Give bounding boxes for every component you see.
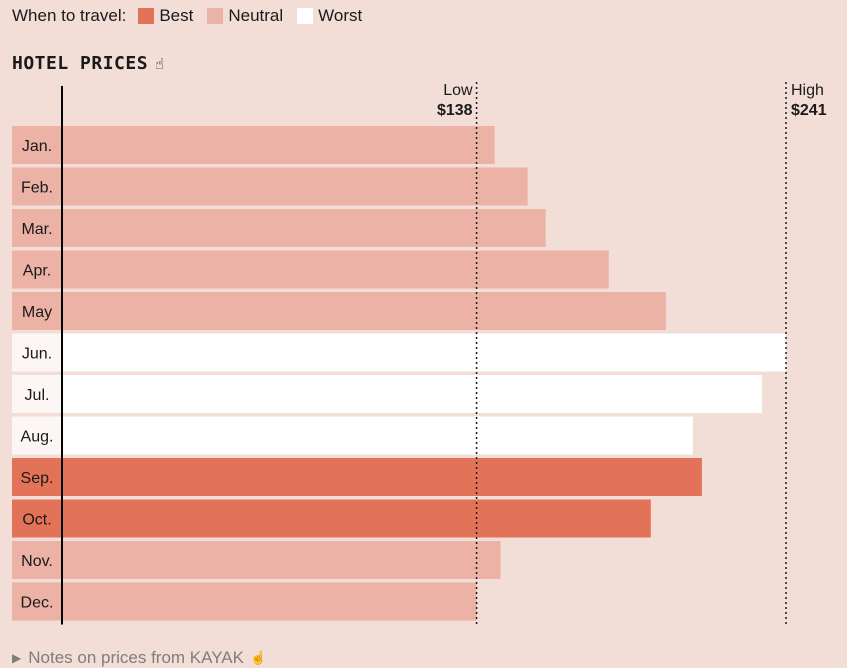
month-label-bg [12, 126, 62, 164]
hand-pointer-icon[interactable]: ☝ [155, 54, 165, 73]
month-label: Feb. [21, 180, 53, 197]
legend-item-worst: Worst [297, 6, 362, 26]
price-bar [62, 541, 501, 579]
section-title: HOTEL PRICES ☝ [12, 53, 165, 74]
month-label: Mar. [21, 221, 52, 238]
month-label: Jun. [22, 346, 52, 363]
price-bar [62, 458, 702, 496]
price-bar [62, 209, 546, 247]
price-bar [62, 292, 666, 330]
month-label: May [22, 304, 52, 321]
legend: When to travel: Best Neutral Worst [12, 6, 376, 26]
month-label: Apr. [23, 263, 51, 280]
legend-swatch-worst [297, 8, 314, 24]
triangle-right-icon: ▶ [12, 651, 22, 665]
legend-label-worst: Worst [318, 6, 363, 25]
month-label-bg [12, 582, 62, 621]
month-label: Jul. [25, 387, 50, 404]
reference-line-value: $241 [791, 102, 827, 119]
month-label-bg [12, 209, 62, 247]
month-label-bg [12, 292, 62, 330]
month-label-bg [12, 458, 62, 496]
footer-notes-label: Notes on prices from KAYAK [28, 648, 244, 667]
legend-swatch-best [138, 8, 155, 24]
legend-label-neutral: Neutral [228, 6, 284, 25]
price-bar [62, 333, 786, 372]
month-label: Jan. [22, 138, 52, 155]
month-label-bg [12, 250, 62, 289]
legend-item-neutral: Neutral [207, 6, 283, 26]
legend-item-best: Best [138, 6, 193, 26]
month-label: Sep. [21, 470, 54, 487]
month-label-bg [12, 541, 62, 579]
price-bar [62, 250, 609, 289]
month-label: Aug. [21, 429, 54, 446]
month-label: Oct. [22, 512, 51, 529]
legend-title: When to travel: [12, 6, 127, 25]
hand-pointer-icon: ☝ [249, 650, 267, 665]
month-label: Nov. [21, 553, 53, 570]
price-bar [62, 499, 651, 538]
legend-swatch-neutral [207, 8, 224, 24]
reference-line-label: Low [443, 82, 473, 99]
month-label-bg [12, 499, 62, 538]
month-label-bg [12, 416, 62, 455]
price-bar [62, 375, 762, 413]
price-bar [62, 126, 495, 164]
month-label-bg [12, 375, 62, 413]
month-label-bg [12, 167, 62, 206]
price-bar [62, 416, 693, 455]
legend-label-best: Best [159, 6, 194, 25]
month-label: Dec. [21, 595, 54, 612]
reference-line-label: High [791, 82, 824, 99]
section-title-text: HOTEL PRICES [12, 53, 149, 74]
footer-notes-toggle[interactable]: ▶ Notes on prices from KAYAK ☝ [12, 648, 266, 668]
price-bar [62, 582, 477, 621]
month-label-bg [12, 333, 62, 372]
price-bar [62, 167, 528, 206]
reference-line-value: $138 [437, 102, 473, 119]
